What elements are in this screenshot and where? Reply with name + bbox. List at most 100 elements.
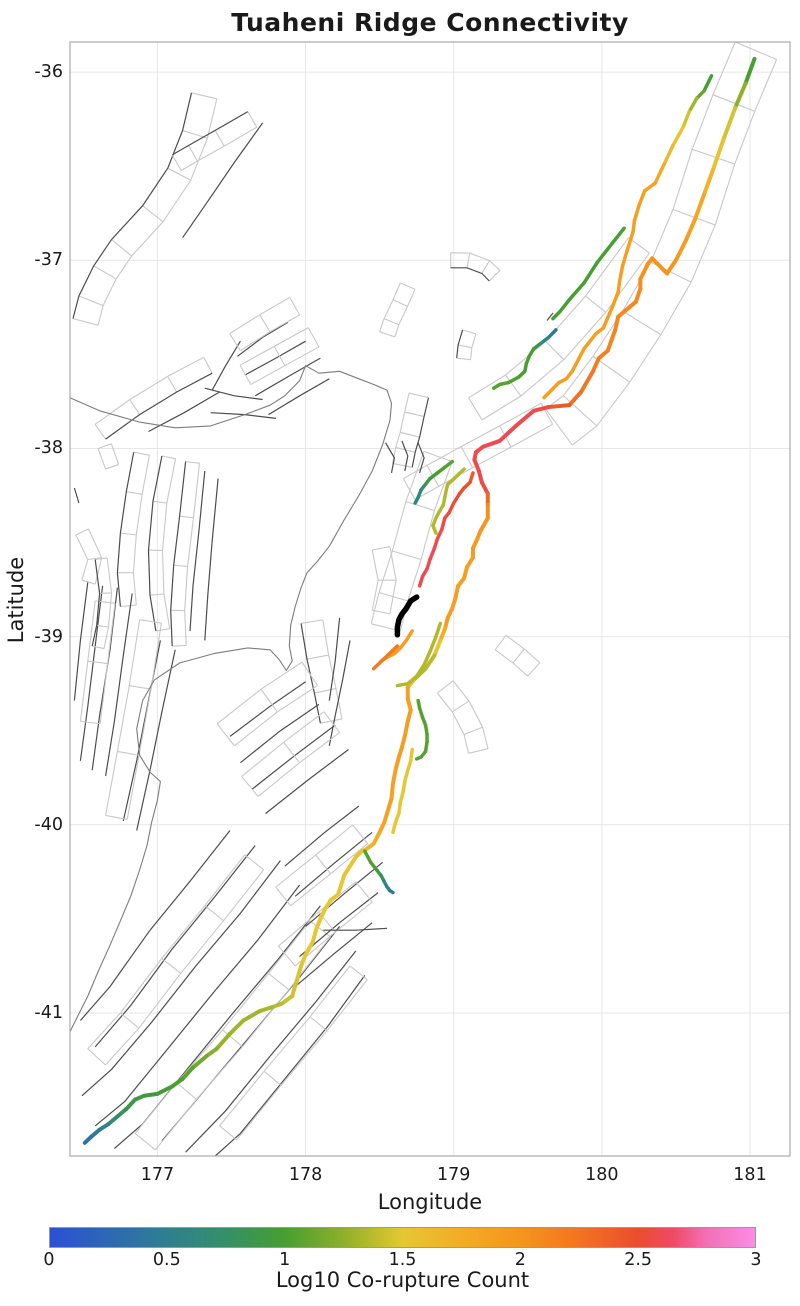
fault-ladder-rung: [97, 443, 112, 449]
fault-ladder-rung: [379, 331, 395, 338]
corupture-trace-trench-main: [733, 81, 748, 110]
corupture-trace-trench-main: [673, 237, 689, 263]
fault-ladder-rung: [78, 295, 104, 307]
corupture-trace-trench-main: [479, 480, 490, 496]
fault-ladder-rung: [545, 408, 573, 446]
fault-ladder-rung: [129, 399, 141, 415]
corupture-trace-yellow-parallel: [403, 768, 410, 784]
coastline: [69, 365, 393, 1033]
corupture-trace-green-hook: [414, 755, 423, 761]
corupture-trace-trench-main: [702, 167, 715, 197]
corupture-trace-yellow-parallel: [398, 789, 406, 804]
corupture-trace-trench-main: [303, 939, 315, 957]
fault-ladder-rung: [289, 297, 301, 316]
fault-trace: [189, 470, 206, 632]
fault-ladder-rung: [323, 711, 341, 733]
corupture-trace-trench-main: [124, 1097, 138, 1111]
corupture-trace-trench-main: [613, 314, 621, 332]
fault-ladder-rung: [134, 1132, 156, 1151]
corupture-trace-inner-north: [616, 279, 622, 295]
corupture-trace-trench-main: [371, 830, 382, 846]
fault-ladder-trace: [545, 41, 736, 410]
fault-ladder-rung: [87, 1048, 106, 1066]
fault-ladder-rung: [404, 411, 425, 418]
fault-trace: [305, 861, 383, 927]
fault-ladder-rung: [142, 205, 164, 223]
fault-trace: [268, 378, 330, 416]
fault-ladder-trace: [494, 649, 529, 677]
fault-ladder-rung: [405, 500, 435, 512]
fault-ladder-rung: [468, 748, 489, 754]
fault-ladder-edge: [126, 623, 162, 820]
corupture-trace-trench-main: [423, 653, 437, 671]
corupture-trace-trench-main: [204, 1046, 219, 1059]
corupture-trace-yellow-parallel: [408, 747, 414, 763]
y-axis-label: Latitude: [4, 556, 28, 644]
corupture-trace-inner-north: [687, 96, 699, 114]
fault-ladder-rung: [400, 431, 420, 438]
corupture-trace-trench-main: [294, 963, 304, 983]
corupture-trace-trench-main: [743, 56, 757, 86]
corupture-trace-inner-north: [625, 230, 635, 253]
fault-ladder-rung: [488, 270, 501, 282]
fault-trace: [182, 122, 264, 239]
fault-ladder-rung: [179, 515, 194, 519]
fault-ladder-edge: [571, 59, 778, 446]
fault-ladder-rung: [545, 340, 565, 361]
fault-ladder-rung: [585, 295, 607, 313]
fault-ladder-rung: [92, 645, 105, 650]
fault-ladder-rung: [352, 824, 369, 844]
fault-ladder-rung: [167, 167, 191, 181]
fault-ladder-edge: [370, 451, 425, 624]
fault-ladder-trace: [87, 854, 246, 1050]
fault-trace: [328, 617, 341, 701]
corupture-trace-blue-green-ne: [546, 328, 558, 340]
corupture-trace-blue-green-ne: [491, 382, 502, 390]
corupture-trace-trench-main: [590, 356, 601, 374]
fault-ladder-rung: [80, 720, 101, 725]
corupture-trace-trench-main: [82, 1135, 93, 1145]
fault-ladder-rung: [277, 945, 296, 967]
fault-ladder-rung: [456, 357, 471, 361]
y-tick-label: -38: [34, 438, 63, 459]
fault-ladder-rung: [75, 528, 89, 536]
fault-ladder-rung: [437, 680, 454, 694]
y-tick-label: -37: [34, 250, 63, 271]
fault-ladder-rung: [216, 723, 235, 747]
x-tick-label: 181: [733, 1165, 767, 1185]
corupture-trace-trench-main: [228, 1018, 246, 1036]
source-fault-tuaheni-ridge-source: [394, 594, 420, 638]
corupture-trace-olive-gisborne: [431, 523, 438, 535]
fault-ladder-edge: [88, 528, 103, 585]
x-tick-label: 179: [437, 1165, 471, 1185]
fault-ladder-rung: [392, 550, 422, 561]
corupture-trace-trench-main: [290, 978, 299, 999]
fault-ladder-edge: [216, 661, 303, 725]
colorbar-label: Log10 Co-rupture Count: [275, 1268, 530, 1292]
chart-title: Tuaheni Ridge Connectivity: [231, 8, 629, 37]
fault-ladder-edge: [322, 619, 343, 720]
corupture-trace-inner-north: [601, 305, 614, 330]
fault-ladder-rung: [307, 327, 320, 348]
fault-ladder-rung: [494, 635, 507, 651]
fault-ladder-rung: [139, 619, 162, 624]
fault-ladder-trace: [294, 901, 373, 967]
corupture-trace-inner-north: [632, 203, 641, 223]
fault-trace: [185, 950, 357, 1153]
fault-ladder-rung: [402, 478, 416, 500]
corupture-trace-inner-north: [620, 249, 629, 268]
corupture-trace-trench-main: [616, 299, 638, 319]
fault-ladder-rung: [505, 374, 522, 397]
corupture-trace-olive-branch: [422, 649, 432, 667]
corupture-trace-trench-main: [638, 262, 650, 282]
fault-ladder-edge: [97, 98, 218, 326]
fault-ladder-rung: [172, 644, 187, 647]
fault-trace: [81, 860, 281, 1097]
fault-trace: [136, 649, 176, 831]
fault-ladder-trace: [250, 346, 320, 385]
fault-ladder-rung: [309, 1016, 328, 1032]
fault-ladder-rung: [93, 265, 117, 280]
corupture-trace-inner-north: [671, 124, 686, 148]
y-tick-label: -41: [34, 1002, 63, 1023]
fault-ladder-rung: [219, 1125, 238, 1141]
